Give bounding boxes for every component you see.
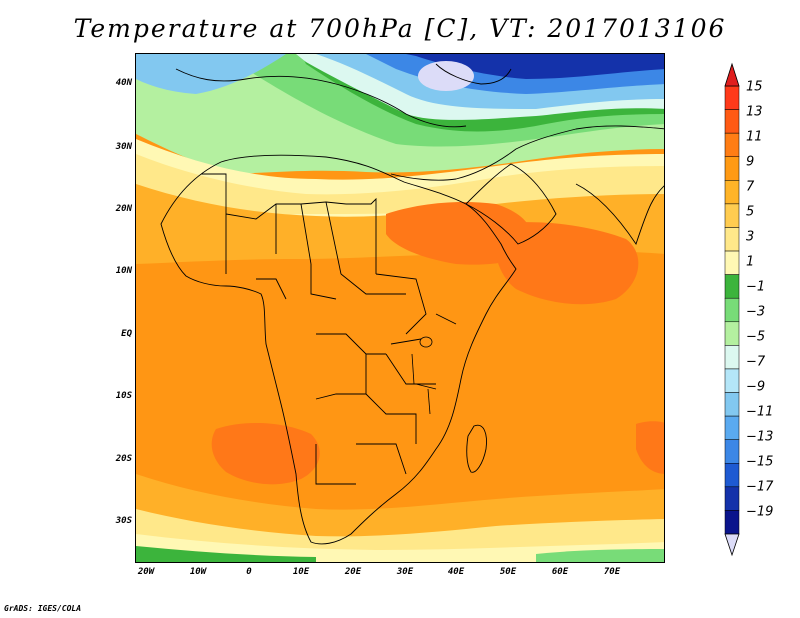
colorbar-label-13: 13 — [746, 104, 763, 120]
temperature-map — [135, 53, 665, 563]
colorbar-label-7: 7 — [746, 179, 755, 195]
madagascar-coastline — [466, 424, 487, 473]
colorbar-label-3: 3 — [746, 229, 755, 245]
lake-tanganyika — [411, 353, 415, 385]
lake-malawi — [427, 388, 431, 415]
colorbar-cell — [724, 156, 740, 181]
colorbar-cell — [724, 297, 740, 323]
lon-label-40e: 40E — [447, 567, 465, 577]
colorbar-cell — [724, 392, 740, 417]
colorbar-top-arrow — [724, 62, 740, 87]
south-green-west — [136, 546, 316, 562]
arabian-peninsula — [465, 163, 557, 245]
colorbar-cell — [724, 368, 740, 393]
colorbar-label-neg15: −15 — [746, 454, 774, 470]
hot-patch-east — [636, 421, 664, 474]
lakes — [411, 336, 433, 415]
footer-credit: GrADS: IGES/COLA — [4, 604, 82, 613]
band-dark-blue — [406, 54, 664, 79]
colorbar-cell — [724, 486, 740, 511]
black-sea-coastline — [435, 63, 512, 85]
lat-label-30s: 30S — [115, 516, 132, 526]
coastlines — [160, 63, 664, 545]
africa-coastline — [160, 154, 517, 545]
colorbar-label-neg3: −3 — [746, 304, 766, 320]
colorbar-label-neg19: −19 — [746, 504, 774, 520]
colorbar-label-neg5: −5 — [746, 329, 766, 345]
mediterranean-coastline — [175, 68, 467, 128]
lon-label-70e: 70E — [603, 567, 621, 577]
colorbar-cell — [724, 510, 740, 535]
lon-label-50e: 50E — [499, 567, 517, 577]
lon-label-10e: 10E — [292, 567, 310, 577]
colorbar-label-1: 1 — [746, 254, 755, 270]
colorbar-cell — [724, 439, 740, 464]
colorbar-label-5: 5 — [746, 204, 755, 220]
lon-label-20e: 20E — [344, 567, 362, 577]
temperature-field — [136, 54, 664, 562]
lon-label-30e: 30E — [396, 567, 414, 577]
cold-core-lavender — [418, 61, 474, 91]
colorbar-cell — [724, 345, 740, 370]
nw-blue-patch — [136, 54, 286, 94]
lon-label-10w: 10W — [189, 567, 207, 577]
lon-label-20w: 20W — [137, 567, 155, 577]
colorbar-cells — [724, 85, 740, 535]
colorbar-cell — [724, 227, 740, 252]
south-green-east — [536, 549, 664, 562]
south-cream — [136, 534, 664, 562]
colorbar-cell — [724, 463, 740, 488]
colorbar-label-neg17: −17 — [746, 479, 774, 495]
colorbar-cell — [724, 109, 740, 134]
lat-label-eq: EQ — [121, 329, 132, 339]
colorbar-cell — [724, 274, 740, 299]
colorbar-label-neg1: −1 — [746, 279, 766, 295]
sahara-yellow-band — [136, 154, 664, 222]
colorbar-cell — [724, 250, 740, 275]
map-title: Temperature at 700hPa [C], VT: 201701310… — [73, 14, 727, 43]
hot-patch-namibia — [211, 422, 320, 485]
colorbar-cell — [724, 132, 740, 157]
lat-label-30n: 30N — [115, 142, 132, 152]
colorbar-label-neg13: −13 — [746, 429, 774, 445]
lon-label-60e: 60E — [551, 567, 569, 577]
colorbar-cell — [724, 415, 740, 440]
lat-label-10s: 10S — [115, 391, 132, 401]
colorbar-bottom-arrow — [724, 533, 740, 557]
lat-label-20s: 20S — [115, 454, 132, 464]
colorbar-label-11: 11 — [746, 129, 763, 145]
colorbar-cell — [724, 85, 740, 110]
colorbar-label-15: 15 — [746, 79, 763, 95]
lake-victoria — [419, 336, 433, 348]
hot-patch-arabian-sea — [494, 222, 639, 305]
colorbar-label-neg9: −9 — [746, 379, 766, 395]
india-coastline — [575, 183, 664, 246]
country-borders — [201, 173, 457, 485]
lat-label-40n: 40N — [115, 78, 132, 88]
colorbar-cell — [724, 203, 740, 228]
colorbar-cell — [724, 321, 740, 346]
colorbar-cell — [724, 180, 740, 205]
lat-label-20n: 20N — [115, 204, 132, 214]
colorbar-label-neg11: −11 — [746, 404, 774, 420]
lon-label-0: 0 — [246, 567, 252, 577]
lat-label-10n: 10N — [115, 266, 132, 276]
colorbar-label-neg7: −7 — [746, 354, 766, 370]
arabia-coastline — [390, 125, 664, 181]
colorbar-label-9: 9 — [746, 154, 755, 170]
